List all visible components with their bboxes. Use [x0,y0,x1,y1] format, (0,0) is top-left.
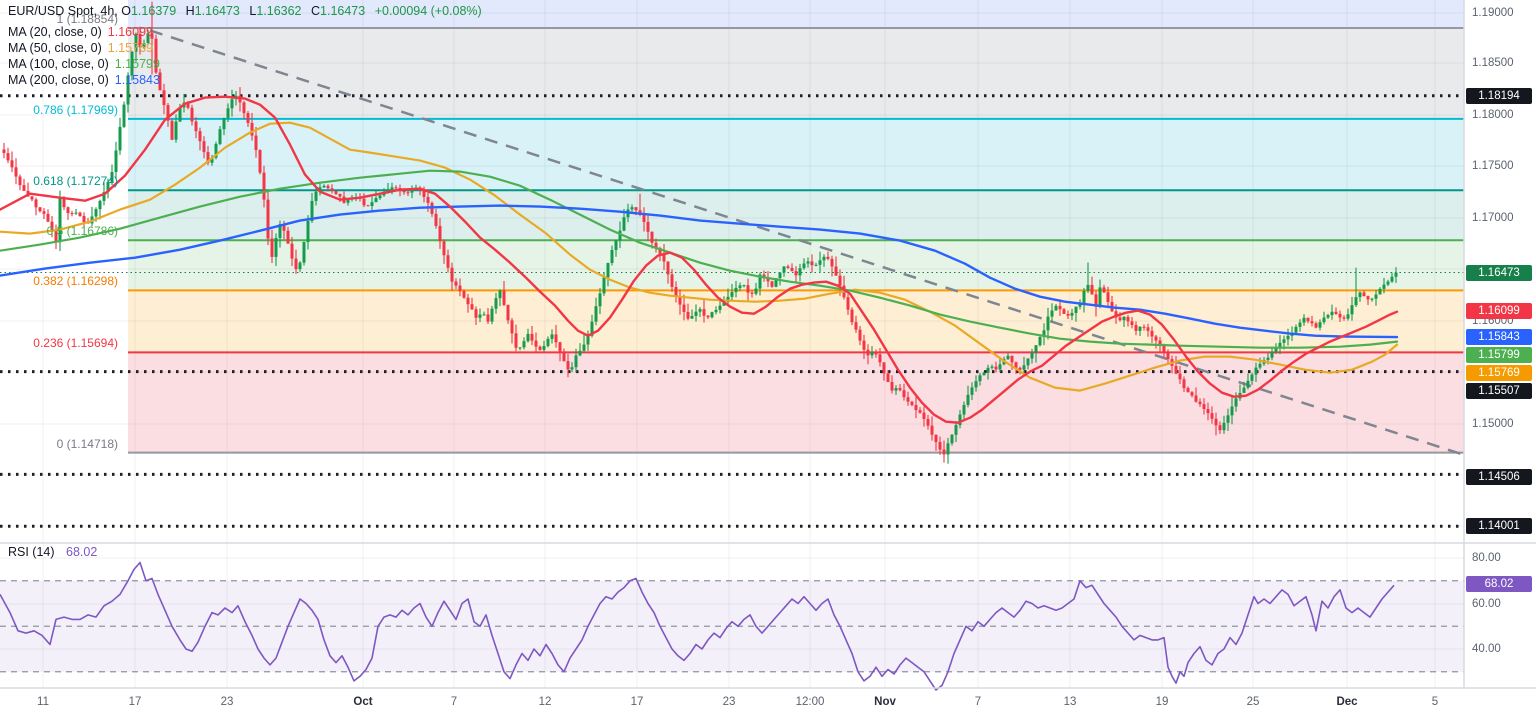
price-badge-1.14506: 1.14506 [1466,469,1532,485]
time-axis-label: Dec [1336,696,1358,708]
price-badge-1.16099: 1.16099 [1466,303,1532,319]
ma-legend-label: MA (100, close, 0) [8,57,109,71]
ohlc-high-label: H [185,4,195,18]
ma-legend-row-0[interactable]: MA (20, close, 0) 1.16099 [8,25,153,39]
price-axis-label: 1.18000 [1472,109,1514,121]
rsi-line[interactable] [0,561,1395,691]
time-axis-label: 7 [974,696,982,708]
ma-legend-row-2[interactable]: MA (100, close, 0) 1.15799 [8,57,160,71]
ma-legend-value: 1.16099 [107,25,153,39]
time-axis-label: Nov [874,696,896,708]
ma50-line[interactable] [0,121,1399,392]
ohlc-low-value: 1.16362 [256,4,302,18]
price-axis-label: 1.17500 [1472,160,1514,172]
price-axis-label: 1.19000 [1472,7,1514,19]
price-axis-label: 40.00 [1472,643,1501,655]
price-axis-label: 60.00 [1472,598,1501,610]
price-badge-1.15799: 1.15799 [1466,347,1532,363]
time-axis-label: 5 [1431,696,1439,708]
fib-band-6 [128,352,1464,453]
ma100-line[interactable] [0,169,1399,349]
symbol-legend[interactable]: EUR/USD Spot, 4h, O1.16379 H1.16473 L1.1… [8,4,482,18]
price-axis-label: 1.17000 [1472,212,1514,224]
ma-legend-row-3[interactable]: MA (200, close, 0) 1.15843 [8,73,160,87]
ohlc-change: +0.00094 (+0.08%) [374,4,482,18]
price-badge-1.15843: 1.15843 [1466,329,1532,345]
ohlc-open-label: O [121,4,131,18]
price-badge-1.14001: 1.14001 [1466,518,1532,534]
ohlc-close-value: 1.16473 [320,4,366,18]
time-axis-label: 12:00 [795,696,825,708]
ma-legend-label: MA (50, close, 0) [8,41,102,55]
price-badge-1.18194: 1.18194 [1466,88,1532,104]
ma-legend-row-1[interactable]: MA (50, close, 0) 1.15769 [8,41,153,55]
ma-legend-label: MA (200, close, 0) [8,73,109,87]
price-badge-1.15507: 1.15507 [1466,383,1532,399]
ohlc-close-label: C [310,4,321,18]
time-axis-label: 19 [1155,696,1169,708]
time-axis-label: 12 [538,696,552,708]
time-axis-label: Oct [353,696,373,708]
ohlc-open-value: 1.16379 [130,4,177,18]
fib-band-0 [128,0,1464,28]
time-axis-label: 11 [37,696,49,708]
time-axis-label: 17 [630,696,644,708]
fib-band-5 [128,290,1464,353]
symbol-title[interactable]: EUR/USD Spot, 4h, [8,4,118,18]
ma20-line[interactable] [0,95,1399,424]
time-axis-label: 23 [722,696,736,708]
fib-band-1 [128,27,1464,119]
rsi-label: RSI (14) [8,545,55,559]
ohlc-low-label: L [249,4,257,18]
price-axis-label: 80.00 [1472,552,1501,564]
ma-legend-label: MA (20, close, 0) [8,25,102,39]
price-badge-68.02: 68.02 [1466,576,1532,592]
time-axis-label: 25 [1246,696,1260,708]
ma-legend-value: 1.15843 [114,73,160,87]
price-badge-1.15769: 1.15769 [1466,365,1532,381]
time-axis-label: 23 [220,696,234,708]
time-axis-label: 13 [1063,696,1077,708]
rsi-value: 68.02 [66,545,98,559]
price-badge-1.16473: 1.16473 [1466,265,1532,281]
price-axis-label: 1.15000 [1472,418,1514,430]
ma200-line[interactable] [0,204,1399,339]
time-axis-label: 7 [450,696,458,708]
time-axis-label: 17 [128,696,142,708]
ohlc-high-value: 1.16473 [194,4,240,18]
ma-legend-value: 1.15799 [114,57,160,71]
price-axis-label: 1.18500 [1472,57,1514,69]
rsi-legend[interactable]: RSI (14) 68.02 [8,545,97,559]
ma-legend-value: 1.15769 [107,41,153,55]
